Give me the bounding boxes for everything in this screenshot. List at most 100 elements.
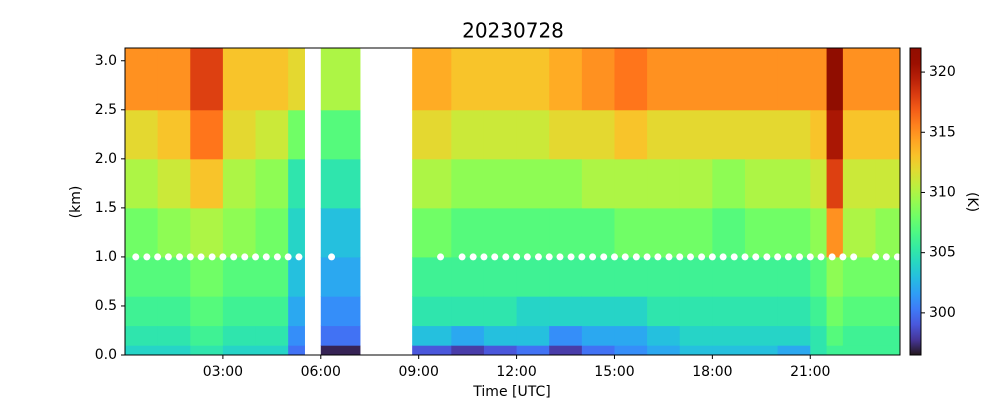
heatmap-cell bbox=[320, 109, 361, 160]
marker bbox=[458, 253, 466, 261]
heatmap-cell bbox=[842, 345, 877, 356]
heatmap-cell bbox=[679, 345, 713, 356]
heatmap-cell bbox=[483, 48, 518, 111]
heatmap-cell bbox=[451, 207, 485, 258]
heatmap-cell bbox=[516, 296, 550, 327]
heatmap-cell bbox=[190, 325, 224, 346]
colorbar-label: (K) bbox=[964, 192, 980, 212]
marker bbox=[230, 253, 238, 261]
marker bbox=[164, 253, 172, 261]
heatmap-cell bbox=[745, 158, 779, 209]
heatmap-cell bbox=[255, 296, 289, 327]
heatmap-cell bbox=[614, 325, 648, 346]
marker bbox=[589, 253, 597, 261]
heatmap-cell bbox=[288, 158, 305, 209]
heatmap-cell bbox=[157, 207, 191, 258]
heatmap-cell bbox=[157, 158, 191, 209]
heatmap-cell bbox=[125, 296, 159, 327]
marker bbox=[872, 253, 880, 261]
heatmap-cell bbox=[412, 207, 452, 258]
x-axis-label: Time [UTC] bbox=[472, 384, 550, 400]
marker bbox=[437, 253, 445, 261]
heatmap-cell bbox=[483, 296, 518, 327]
marker bbox=[708, 253, 716, 261]
heatmap-cell bbox=[581, 109, 615, 160]
heatmap-cell bbox=[255, 325, 289, 346]
heatmap-cell bbox=[288, 109, 305, 160]
heatmap-cell bbox=[320, 207, 361, 258]
heatmap-cell bbox=[777, 345, 811, 356]
heatmap-cell bbox=[647, 48, 681, 111]
heatmap-cell bbox=[875, 256, 901, 297]
heatmap-cell bbox=[255, 256, 289, 297]
marker bbox=[513, 253, 521, 261]
x-tick-label: 12:00 bbox=[496, 364, 536, 380]
marker bbox=[469, 253, 477, 261]
heatmap-cell bbox=[842, 48, 877, 111]
marker bbox=[610, 253, 618, 261]
heatmap-cell bbox=[810, 48, 828, 111]
heatmap-cell bbox=[745, 207, 779, 258]
heatmap-cell bbox=[412, 296, 452, 327]
marker bbox=[154, 253, 162, 261]
heatmap-cell bbox=[810, 256, 828, 297]
y-tick-label: 1.5 bbox=[95, 200, 117, 216]
heatmap-cell bbox=[745, 345, 779, 356]
heatmap-cell bbox=[647, 296, 681, 327]
y-tick-label: 2.0 bbox=[95, 151, 117, 167]
heatmap-cell bbox=[647, 345, 681, 356]
heatmap-cell bbox=[516, 345, 550, 356]
heatmap-cell bbox=[614, 345, 648, 356]
heatmap-cell bbox=[549, 207, 583, 258]
heatmap-cell bbox=[581, 158, 615, 209]
heatmap-cell bbox=[549, 109, 583, 160]
x-tick-label: 06:00 bbox=[301, 364, 341, 380]
heatmap-cell bbox=[712, 256, 746, 297]
heatmap-cell bbox=[190, 207, 224, 258]
heatmap-cell bbox=[157, 345, 191, 356]
heatmap-cell bbox=[483, 158, 518, 209]
heatmap-cell bbox=[581, 256, 615, 297]
heatmap-cell bbox=[647, 158, 681, 209]
heatmap-cell bbox=[288, 296, 305, 327]
heatmap-cell bbox=[516, 325, 550, 346]
marker bbox=[480, 253, 488, 261]
heatmap-cell bbox=[320, 158, 361, 209]
heatmap-cell bbox=[777, 207, 811, 258]
heatmap-cell bbox=[222, 207, 257, 258]
heatmap-cell bbox=[483, 207, 518, 258]
heatmap-cell bbox=[288, 325, 305, 346]
heatmap-cell bbox=[745, 256, 779, 297]
heatmap-cell bbox=[679, 48, 713, 111]
heatmap-cell bbox=[712, 158, 746, 209]
marker bbox=[295, 253, 303, 261]
heatmap-cell bbox=[712, 207, 746, 258]
heatmap-cell bbox=[157, 296, 191, 327]
heatmap-cell bbox=[614, 158, 648, 209]
heatmap-cell bbox=[412, 345, 452, 356]
heatmap-cell bbox=[549, 345, 583, 356]
heatmap-cell bbox=[451, 325, 485, 346]
heatmap-cell bbox=[614, 256, 648, 297]
heatmap-cell bbox=[679, 207, 713, 258]
heatmap-cell bbox=[412, 109, 452, 160]
chart-title: 20230728 bbox=[462, 19, 564, 43]
heatmap-cell bbox=[157, 48, 191, 111]
colorbar-tick-label: 300 bbox=[929, 305, 956, 321]
heatmap-cell bbox=[614, 296, 648, 327]
heatmap-cell bbox=[451, 158, 485, 209]
marker bbox=[567, 253, 575, 261]
heatmap-cell bbox=[679, 256, 713, 297]
marker bbox=[523, 253, 531, 261]
heatmap-cell bbox=[810, 207, 828, 258]
heatmap-cell bbox=[190, 345, 224, 356]
heatmap-cell bbox=[288, 256, 305, 297]
marker bbox=[806, 253, 814, 261]
heatmap-cell bbox=[320, 256, 361, 297]
heatmap-cell bbox=[647, 325, 681, 346]
x-tick-label: 09:00 bbox=[399, 364, 439, 380]
heatmap-cell bbox=[810, 158, 828, 209]
marker bbox=[545, 253, 553, 261]
heatmap-cell bbox=[777, 296, 811, 327]
marker bbox=[262, 253, 270, 261]
